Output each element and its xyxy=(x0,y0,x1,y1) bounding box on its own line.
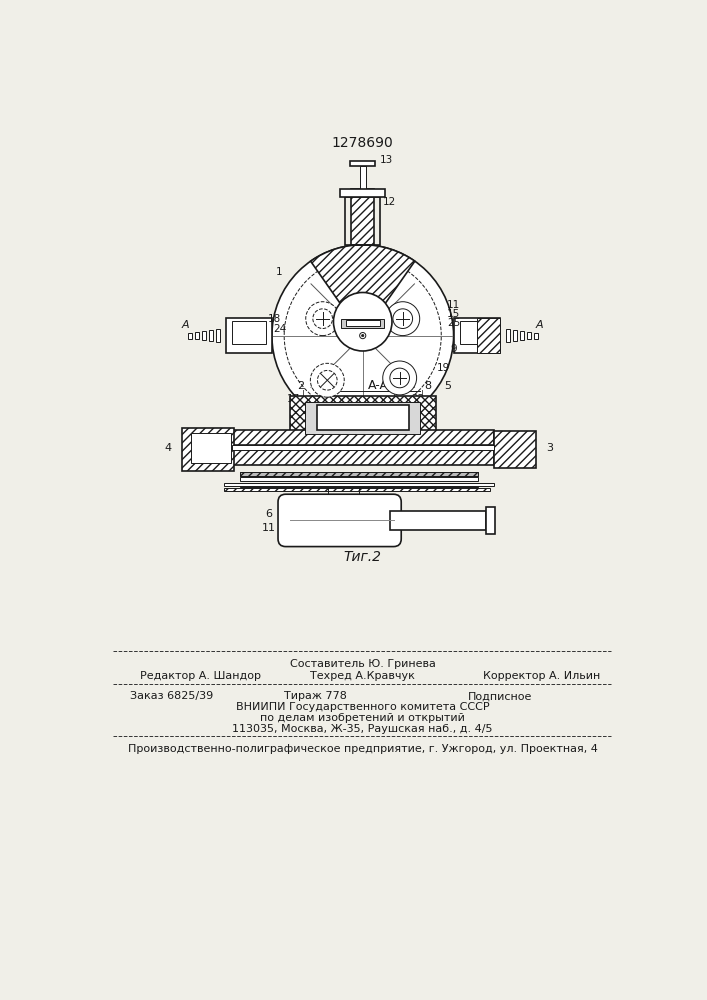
Text: 25: 25 xyxy=(447,318,460,328)
Circle shape xyxy=(272,245,454,426)
Bar xyxy=(305,402,421,434)
Text: 9: 9 xyxy=(450,344,457,354)
Text: 3: 3 xyxy=(547,443,554,453)
Bar xyxy=(341,319,385,328)
Bar xyxy=(240,472,478,476)
Bar xyxy=(224,483,493,486)
Text: 1278690: 1278690 xyxy=(332,136,394,150)
Bar xyxy=(534,333,537,339)
Circle shape xyxy=(317,370,337,390)
Text: 14: 14 xyxy=(371,291,385,301)
Circle shape xyxy=(361,334,364,337)
Bar xyxy=(317,405,409,430)
Bar xyxy=(506,329,510,342)
Bar xyxy=(493,431,536,468)
Text: Тираж 778: Тираж 778 xyxy=(284,691,347,701)
Bar xyxy=(513,330,517,341)
Circle shape xyxy=(382,361,416,395)
Circle shape xyxy=(390,368,409,388)
Bar xyxy=(232,430,493,445)
Bar xyxy=(240,483,478,487)
FancyBboxPatch shape xyxy=(278,494,402,547)
Bar xyxy=(345,197,380,245)
Bar xyxy=(209,330,213,341)
Bar xyxy=(346,320,380,326)
Text: 20: 20 xyxy=(298,405,312,415)
Text: 17: 17 xyxy=(287,394,300,404)
Bar xyxy=(351,189,374,245)
Bar xyxy=(240,477,478,481)
Text: Редактор А. Шандор: Редактор А. Шандор xyxy=(140,671,261,681)
Text: 15: 15 xyxy=(447,309,460,319)
Text: 1: 1 xyxy=(276,267,283,277)
Bar xyxy=(232,445,493,450)
Circle shape xyxy=(313,309,332,328)
Text: 10: 10 xyxy=(366,328,378,338)
Bar xyxy=(232,321,266,344)
Text: 12: 12 xyxy=(382,197,396,207)
Bar xyxy=(188,333,192,339)
Bar xyxy=(477,318,500,353)
Text: 26: 26 xyxy=(334,423,348,433)
Text: 11: 11 xyxy=(262,523,276,533)
Text: Заказ 6825/39: Заказ 6825/39 xyxy=(130,691,214,701)
Text: 113035, Москва, Ж-35, Раушская наб., д. 4/5: 113035, Москва, Ж-35, Раушская наб., д. … xyxy=(233,724,493,734)
Text: 7: 7 xyxy=(327,381,334,391)
Text: 13: 13 xyxy=(380,155,393,165)
Bar xyxy=(390,511,486,530)
Text: 19: 19 xyxy=(437,363,450,373)
Bar xyxy=(454,318,500,353)
Text: 6: 6 xyxy=(265,509,272,519)
Text: A: A xyxy=(182,320,189,330)
Bar xyxy=(216,329,219,342)
Bar xyxy=(191,433,231,463)
Text: Корректор А. Ильин: Корректор А. Ильин xyxy=(483,671,600,681)
Text: Τиг.2: Τиг.2 xyxy=(344,550,382,564)
Wedge shape xyxy=(310,245,415,336)
Text: 16: 16 xyxy=(401,405,414,415)
Text: Производственно-полиграфическое предприятие, г. Ужгород, ул. Проектная, 4: Производственно-полиграфическое предприя… xyxy=(128,744,597,754)
Text: 8: 8 xyxy=(425,381,432,391)
Text: Составитель Ю. Гринева: Составитель Ю. Гринева xyxy=(290,659,436,669)
Text: 2: 2 xyxy=(298,381,305,391)
Circle shape xyxy=(334,292,392,351)
Text: по делам изобретений и открытий: по делам изобретений и открытий xyxy=(260,713,465,723)
Text: A-A: A-A xyxy=(368,379,389,392)
Bar xyxy=(520,331,524,340)
Circle shape xyxy=(393,309,413,328)
Text: ВНИИПИ Государственного комитета СССР: ВНИИПИ Государственного комитета СССР xyxy=(236,702,489,712)
Bar xyxy=(340,189,385,197)
Text: Подписное: Подписное xyxy=(467,691,532,701)
Bar xyxy=(240,472,478,476)
Text: 4: 4 xyxy=(164,443,172,453)
Text: A: A xyxy=(536,320,544,330)
Bar xyxy=(201,331,206,340)
Bar xyxy=(527,332,530,339)
Circle shape xyxy=(310,363,344,397)
Bar xyxy=(486,507,495,534)
Bar xyxy=(224,488,490,491)
Text: 23: 23 xyxy=(322,417,334,427)
Circle shape xyxy=(386,302,420,336)
Text: Τиг.1: Τиг.1 xyxy=(353,443,391,457)
Text: 24: 24 xyxy=(273,324,286,334)
Text: Техред А.Кравчук: Техред А.Кравчук xyxy=(310,671,414,681)
Bar xyxy=(232,450,493,465)
Bar xyxy=(460,321,477,344)
Text: 22: 22 xyxy=(411,394,425,404)
Circle shape xyxy=(305,302,339,336)
Text: 11: 11 xyxy=(447,300,460,310)
Circle shape xyxy=(360,333,366,339)
Bar xyxy=(226,318,272,353)
Bar xyxy=(182,428,234,471)
Text: 5: 5 xyxy=(444,381,451,391)
Bar xyxy=(360,166,366,189)
Text: 18: 18 xyxy=(267,314,281,324)
Bar xyxy=(351,161,375,166)
Bar xyxy=(290,396,436,442)
Bar xyxy=(195,332,199,339)
